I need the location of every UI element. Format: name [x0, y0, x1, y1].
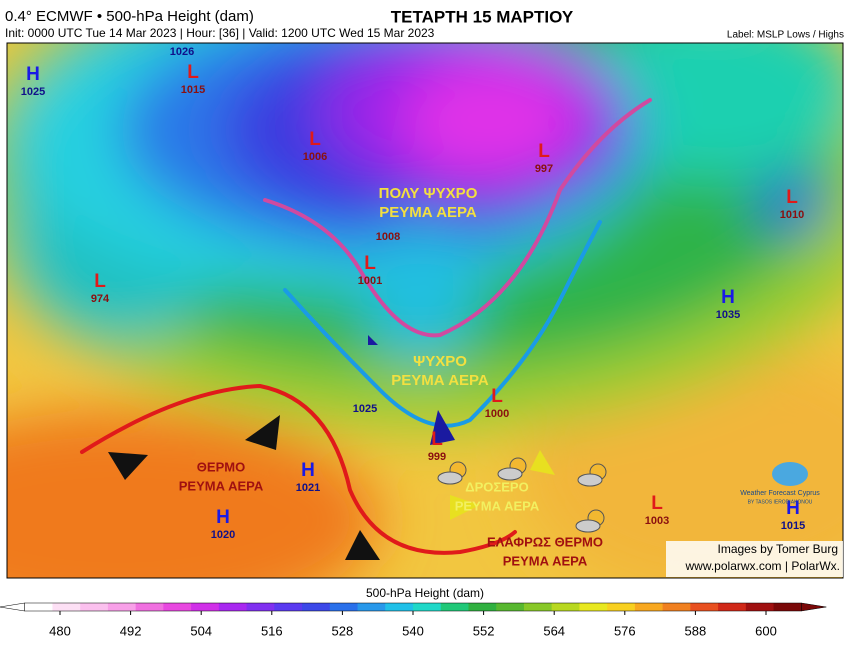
center-letter: L [651, 493, 663, 514]
colorbar-swatch [80, 603, 109, 611]
center-value: 997 [535, 163, 553, 175]
credit-images: Images by Tomer Burg [718, 542, 839, 556]
colorbar-label: 500-hPa Height (dam) [366, 586, 484, 600]
weather-icons [437, 457, 607, 533]
center-value: 1006 [303, 151, 327, 163]
colorbar-swatch [634, 603, 664, 611]
logo-name: Weather Forecast Cyprus [740, 490, 820, 497]
center-value: 1025 [353, 403, 377, 415]
colorbar-tick-label: 492 [120, 623, 142, 638]
colorbar-tick-label: 576 [614, 623, 636, 638]
colorbar-swatch [163, 603, 192, 611]
center-letter: H [721, 287, 735, 308]
center-letter: L [94, 271, 106, 292]
colorbar-tick-label: 600 [755, 623, 777, 638]
colorbar-swatch [523, 603, 553, 611]
product-title: 0.4° ECMWF • 500-hPa Height (dam) [5, 8, 254, 25]
colorbar-swatch [440, 603, 469, 611]
colorbar-swatch [52, 603, 81, 611]
center-letter: H [26, 64, 40, 85]
credit-site: www.polarwx.com | PolarWx. [685, 559, 840, 573]
colorbar-swatch [357, 603, 386, 611]
center-letter: L [538, 141, 550, 162]
colorbar-tick-label: 588 [685, 623, 707, 638]
logo-author: BY TASOS IERODIAKONOU [748, 499, 813, 505]
center-value: 999 [428, 451, 446, 463]
center-value: 1003 [645, 515, 669, 527]
colorbar-tick-label: 528 [332, 623, 354, 638]
colorbar-swatch [718, 603, 747, 611]
colorbar-swatch [496, 603, 525, 611]
center-letter: H [216, 507, 230, 528]
label-note: Label: MSLP Lows / Highs [727, 30, 844, 41]
colorbar-swatch [607, 603, 636, 611]
colorbar-swatch [24, 603, 53, 611]
center-value: 1001 [358, 275, 382, 287]
annotation-text: ΨΥΧΡΟ [413, 353, 467, 370]
center-value: 1015 [781, 520, 805, 532]
colorbar-swatch [690, 603, 719, 611]
annotation-text: ΡΕΥΜΑ ΑΕΡΑ [455, 498, 540, 513]
credit-box [666, 541, 843, 577]
colorbar-swatch [274, 603, 303, 611]
colorbar-swatch [468, 603, 497, 611]
map-frame [6, 42, 844, 579]
center-value: 1010 [780, 209, 804, 221]
annotation-text: ΕΛΑΦΡΩΣ ΘΕΡΜΟ [487, 534, 603, 549]
colorbar-swatch [662, 603, 691, 611]
flow-lines [80, 98, 652, 555]
colorbar-swatch [579, 603, 608, 611]
colorbar-swatch [773, 603, 802, 611]
annotation-text: ΔΡΟΣΕΡΟ [465, 479, 528, 494]
colorbar-tick-label: 564 [543, 623, 565, 638]
colorbar-swatch [107, 603, 137, 611]
colorbar-tick-label: 516 [261, 623, 283, 638]
colorbar-swatch [191, 603, 220, 611]
flow-arrows [108, 335, 555, 560]
logo-cloud [772, 462, 808, 486]
center-letter: L [491, 386, 503, 407]
center-value: 1021 [296, 482, 320, 494]
map-title: ΤΕΤΑΡΤΗ 15 ΜΑΡΤΙΟΥ [391, 7, 574, 26]
colorbar-tick-label: 504 [190, 623, 212, 638]
annotation-text: ΡΕΥΜΑ ΑΕΡΑ [503, 553, 588, 568]
colorbar-swatch [745, 603, 775, 611]
colorbar-swatch [329, 603, 359, 611]
init-line: Init: 0000 UTC Tue 14 Mar 2023 | Hour: [… [5, 26, 435, 40]
center-letter: L [309, 129, 321, 150]
annotation-text: ΡΕΥΜΑ ΑΕΡΑ [391, 372, 489, 389]
colorbar-swatch [413, 603, 442, 611]
map-field [7, 43, 843, 578]
center-value: 1025 [21, 86, 45, 98]
center-value: 974 [91, 293, 110, 305]
annotation-text: ΠΟΛΥ ΨΥΧΡΟ [379, 185, 478, 202]
colorbar-tick-label: 480 [49, 623, 71, 638]
center-value: 1000 [485, 408, 509, 420]
colorbar-tick-label: 540 [402, 623, 424, 638]
center-letter: L [364, 253, 376, 274]
center-letter: H [301, 460, 315, 481]
colorbar-swatch [551, 603, 580, 611]
colorbar-swatch [218, 603, 248, 611]
annotation-text: ΡΕΥΜΑ ΑΕΡΑ [179, 478, 264, 493]
center-letter: L [431, 429, 443, 450]
colorbar-swatch [302, 603, 331, 611]
center-value: 1015 [181, 84, 205, 96]
center-letter: L [786, 187, 798, 208]
annotation-text: ΡΕΥΜΑ ΑΕΡΑ [379, 204, 477, 221]
annotation-text: ΘΕΡΜΟ [197, 459, 245, 474]
center-value: 1020 [211, 529, 235, 541]
center-letter: L [187, 62, 199, 83]
colorbar-tick-label: 552 [473, 623, 495, 638]
colorbar-swatch [135, 603, 164, 611]
center-letter: H [786, 498, 800, 519]
colorbar-swatch [385, 603, 414, 611]
colorbar-end [0, 602, 25, 612]
colorbar-end [801, 602, 827, 612]
colorbar-swatch [246, 603, 275, 611]
center-value: 1008 [376, 231, 400, 243]
center-value: 1035 [716, 309, 740, 321]
center-value: 1026 [170, 46, 194, 58]
